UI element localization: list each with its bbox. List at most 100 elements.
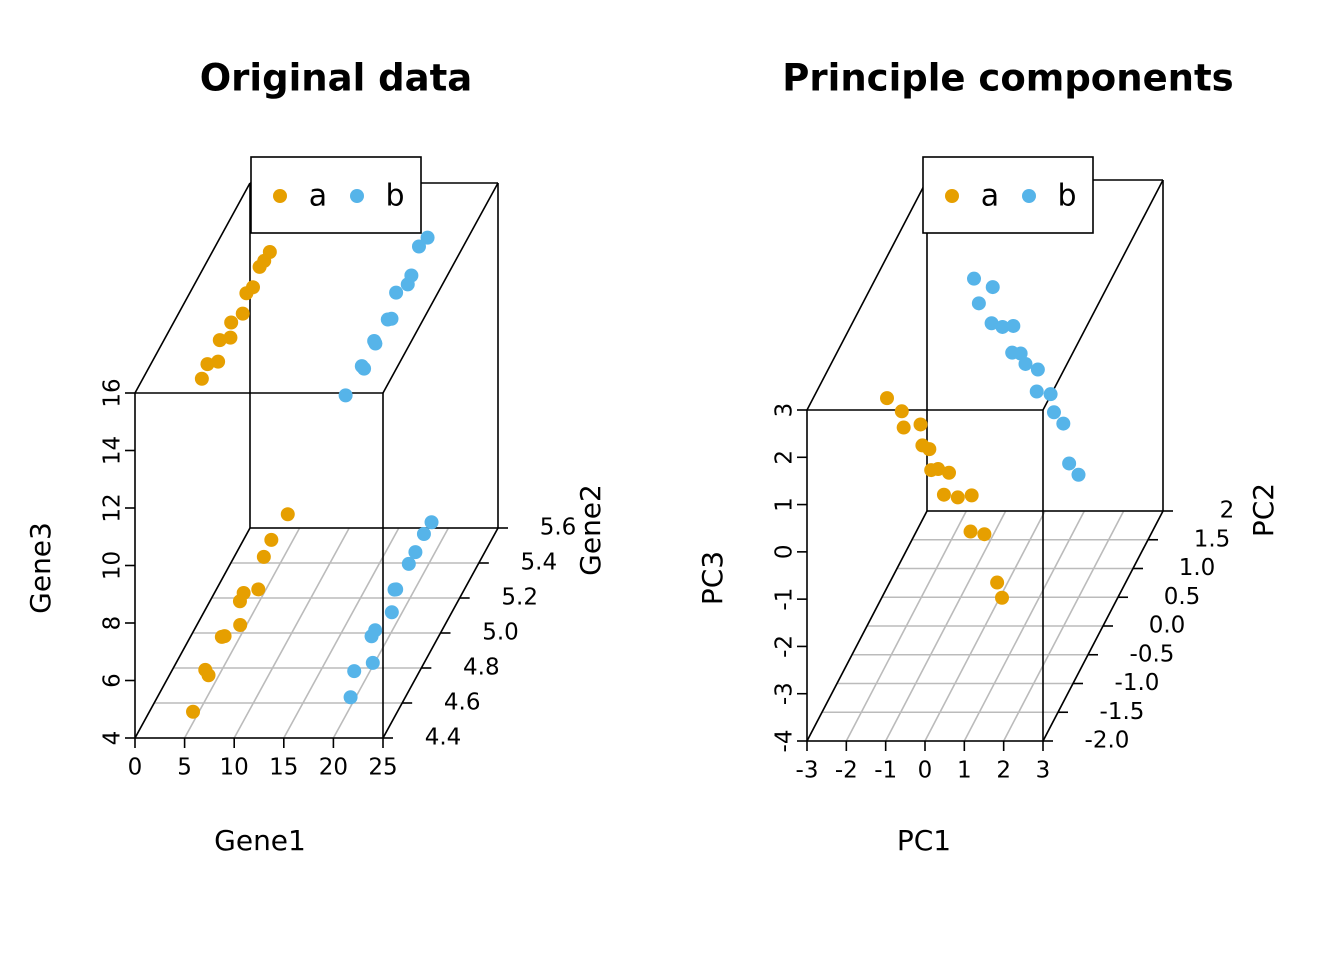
point <box>245 280 260 295</box>
x-tick-label: 1 <box>957 758 972 784</box>
point <box>964 488 979 503</box>
point <box>995 590 1009 605</box>
legend-label: b <box>385 179 404 214</box>
y-tick-label: 0.0 <box>1149 613 1186 639</box>
point <box>411 239 426 254</box>
point <box>1029 384 1044 399</box>
point <box>984 316 999 331</box>
point <box>224 315 239 330</box>
y-tick-label: 4.8 <box>463 655 500 681</box>
point <box>198 662 213 677</box>
chart-title: Original data <box>200 57 473 100</box>
x-axis-label: PC1 <box>897 824 951 857</box>
point <box>401 556 416 571</box>
point <box>211 354 226 369</box>
z-tick-label: 14 <box>100 436 126 465</box>
legend-marker <box>945 189 959 203</box>
point <box>338 388 353 403</box>
x-tick-label: 3 <box>1036 758 1051 784</box>
point <box>212 333 227 348</box>
point <box>963 524 978 539</box>
point <box>950 490 965 505</box>
z-tick-label: 6 <box>100 673 126 688</box>
y-tick-label: -0.5 <box>1130 641 1175 667</box>
point <box>894 404 909 419</box>
y-tick-label: -1.0 <box>1115 670 1160 696</box>
point <box>424 515 439 530</box>
point <box>367 334 382 348</box>
y-tick-label: 1.0 <box>1179 555 1216 581</box>
y-tick-label: 5.6 <box>540 515 577 541</box>
point <box>389 285 404 300</box>
point <box>1056 416 1071 431</box>
x-tick-label: 15 <box>269 755 298 781</box>
chart-title: Principle components <box>782 57 1233 100</box>
z-axis-label: Gene3 <box>24 522 57 614</box>
point <box>1030 362 1045 377</box>
z-tick-label: 0 <box>772 545 798 560</box>
point <box>256 549 271 564</box>
legend-label: a <box>309 179 327 214</box>
z-tick-label: 1 <box>772 497 798 512</box>
point <box>971 296 986 311</box>
box-edge <box>134 527 251 739</box>
y-tick-label: 5.4 <box>521 550 558 576</box>
z-tick-label: -3 <box>772 682 798 705</box>
point <box>343 690 358 705</box>
point <box>354 359 369 374</box>
point <box>194 371 209 386</box>
point <box>1043 387 1058 402</box>
point <box>365 655 380 670</box>
point <box>1006 318 1021 333</box>
y-tick-label: 4.4 <box>425 725 462 751</box>
legend-marker <box>273 189 287 203</box>
z-tick-label: -1 <box>772 588 798 611</box>
box-edge <box>382 182 499 394</box>
point <box>416 527 431 541</box>
z-tick-label: 16 <box>100 378 126 407</box>
z-tick-label: 10 <box>100 551 126 580</box>
point <box>420 230 435 245</box>
z-axis-label: PC3 <box>696 551 729 605</box>
y-tick-label: -1.5 <box>1100 699 1145 725</box>
y-axis-label: PC2 <box>1247 483 1280 537</box>
point <box>880 391 894 406</box>
y-tick-label: 5.2 <box>501 585 538 611</box>
point <box>264 532 279 547</box>
legend-marker <box>350 189 364 203</box>
box-edge <box>1042 179 1164 411</box>
point <box>942 465 956 480</box>
z-tick-label: 12 <box>100 493 126 522</box>
x-tick-label: 25 <box>368 755 397 781</box>
legend-label: a <box>981 179 999 214</box>
point <box>922 442 937 457</box>
point <box>404 268 419 283</box>
z-tick-label: 2 <box>772 450 798 465</box>
point <box>1071 467 1086 482</box>
point <box>408 545 423 560</box>
legend-label: b <box>1057 179 1076 214</box>
point <box>347 664 362 679</box>
point <box>913 417 928 432</box>
y-tick-label: 2 <box>1220 498 1235 524</box>
x-tick-label: -2 <box>835 758 858 784</box>
point <box>931 462 946 477</box>
y-axis-label: Gene2 <box>574 484 607 576</box>
point <box>236 586 251 600</box>
z-tick-label: -2 <box>772 635 798 658</box>
x-tick-label: 10 <box>220 755 249 781</box>
y-tick-label: 5.0 <box>482 620 519 646</box>
box-edge <box>806 179 928 411</box>
z-tick-label: 8 <box>100 616 126 631</box>
point <box>235 306 250 321</box>
point <box>1018 356 1033 371</box>
point <box>384 605 399 620</box>
point <box>896 420 911 435</box>
point <box>251 582 266 597</box>
point <box>1062 456 1077 471</box>
point <box>280 507 295 522</box>
y-tick-label: 1.5 <box>1194 526 1231 552</box>
x-tick-label: -1 <box>874 758 897 784</box>
box-edge <box>134 182 251 394</box>
